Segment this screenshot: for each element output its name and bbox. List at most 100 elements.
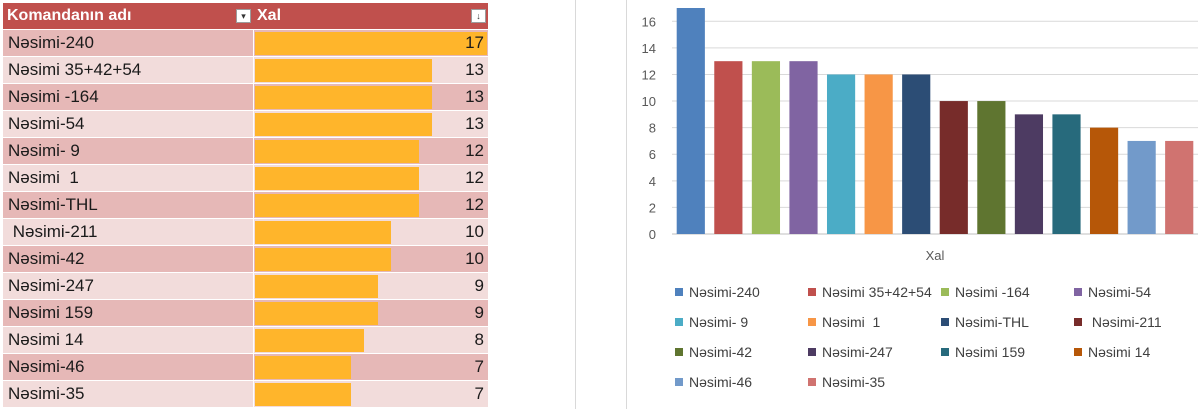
chart-bar [1052, 114, 1081, 234]
legend-label: Nəsimi 159 [955, 344, 1026, 360]
team-name-cell[interactable]: Nəsimi-54 [3, 111, 253, 137]
chart-bar [1165, 140, 1194, 234]
chart-bar [789, 61, 818, 235]
team-name-cell[interactable]: Nəsimi-247 [3, 273, 253, 299]
legend-swatch [808, 378, 816, 387]
data-bar [255, 275, 378, 298]
table-row: Nəsimi 1 12 [3, 164, 488, 191]
chart-bar [676, 8, 705, 234]
legend-item: Nəsimi-54 [1074, 283, 1151, 301]
team-name-cell[interactable]: Nəsimi 1 [3, 165, 253, 191]
score-cell[interactable]: 13 [254, 111, 488, 137]
legend-item: Nəsimi-211 [1074, 313, 1162, 331]
score-value: 8 [474, 330, 484, 349]
score-cell[interactable]: 10 [254, 219, 488, 245]
data-bar [255, 356, 351, 379]
chart-bar [1014, 114, 1044, 234]
legend-item: Nəsimi-46 [675, 373, 752, 391]
legend-item: Nəsimi-42 [675, 343, 752, 361]
legend-label: Nəsimi-46 [689, 374, 753, 390]
data-bar [255, 194, 419, 217]
team-name-cell[interactable]: Nəsimi 14 [3, 327, 253, 353]
score-cell[interactable]: 12 [254, 138, 488, 164]
table-row: Nəsimi-247 9 [3, 272, 488, 299]
sort-descending-icon[interactable]: ↓ [471, 9, 486, 23]
legend-item: Nəsimi -164 [941, 283, 1030, 301]
score-cell[interactable]: 7 [254, 381, 488, 407]
y-tick-label: 6 [649, 147, 656, 162]
legend-item: Nəsimi-247 [808, 343, 893, 361]
score-cell[interactable]: 7 [254, 354, 488, 380]
chart-bar [902, 74, 931, 235]
column-gridline [575, 0, 576, 409]
team-name-cell[interactable]: Nəsimi-46 [3, 354, 253, 380]
team-name-cell[interactable]: Nəsimi 159 [3, 300, 253, 326]
chart-bar [939, 101, 968, 234]
score-value: 12 [465, 141, 484, 160]
chart-bar [1089, 127, 1119, 234]
score-cell[interactable]: 8 [254, 327, 488, 353]
score-value: 7 [474, 357, 484, 376]
y-tick-label: 0 [649, 227, 656, 242]
team-name-cell[interactable]: Nəsimi-240 [3, 30, 253, 56]
score-value: 12 [465, 195, 484, 214]
data-bar [255, 383, 351, 406]
x-axis-label: Xal [926, 248, 945, 263]
data-bar [255, 113, 432, 136]
table-row: Nəsimi-THL 12 [3, 191, 488, 218]
legend-label: Nəsimi-247 [822, 344, 893, 360]
team-name-cell[interactable]: Nəsimi- 9 [3, 138, 253, 164]
legend-swatch [1074, 288, 1082, 297]
legend-label: Nəsimi 1 [822, 314, 881, 330]
legend-label: Nəsimi- 9 [689, 314, 749, 330]
legend-item: Nəsimi 1 [808, 313, 880, 331]
table-body: Nəsimi-240 17 Nəsimi 35+42+54 13 Nəsimi -164… [3, 29, 488, 407]
table-row: Nəsimi-211 10 [3, 218, 488, 245]
score-value: 9 [474, 276, 484, 295]
legend-swatch [675, 378, 683, 387]
table-row: Nəsimi 35+42+54 13 [3, 56, 488, 83]
score-value: 13 [465, 87, 484, 106]
header-score[interactable]: Xal [257, 7, 282, 24]
score-value: 12 [465, 168, 484, 187]
team-name-cell[interactable]: Nəsimi-211 [3, 219, 253, 245]
team-name-cell[interactable]: Nəsimi-THL [3, 192, 253, 218]
score-cell[interactable]: 13 [254, 57, 488, 83]
score-table: Komandanın adı ▾ Xal ↓ Nəsimi-240 17 Nəsim… [3, 3, 488, 407]
header-team-name[interactable]: Komandanın adı [7, 7, 132, 24]
team-name-cell[interactable]: Nəsimi 35+42+54 [3, 57, 253, 83]
legend-item: Nəsimi-35 [808, 373, 885, 391]
legend-label: Nəsimi-54 [1088, 284, 1152, 300]
data-bar [255, 167, 419, 190]
team-name-cell[interactable]: Nəsimi-35 [3, 381, 253, 407]
score-cell[interactable]: 13 [254, 84, 488, 110]
legend-swatch [941, 318, 949, 327]
table-row: Nəsimi-240 17 [3, 29, 488, 56]
score-cell[interactable]: 9 [254, 300, 488, 326]
score-value: 10 [465, 222, 484, 241]
table-row: Nəsimi-46 7 [3, 353, 488, 380]
legend-swatch [941, 288, 949, 297]
legend-swatch [675, 348, 683, 357]
team-name-cell[interactable]: Nəsimi -164 [3, 84, 253, 110]
chart-bar [714, 61, 743, 235]
legend-item: Nəsimi-THL [941, 313, 1029, 331]
team-name-cell[interactable]: Nəsimi-42 [3, 246, 253, 272]
score-value: 9 [474, 303, 484, 322]
y-tick-label: 8 [649, 121, 656, 136]
y-tick-label: 2 [649, 200, 656, 215]
table-row: Nəsimi- 9 12 [3, 137, 488, 164]
score-cell[interactable]: 12 [254, 192, 488, 218]
score-cell[interactable]: 12 [254, 165, 488, 191]
legend-swatch [808, 318, 816, 327]
score-cell[interactable]: 9 [254, 273, 488, 299]
legend-label: Nəsimi -164 [955, 284, 1030, 300]
filter-dropdown-icon[interactable]: ▾ [236, 9, 251, 23]
score-cell[interactable]: 17 [254, 30, 488, 56]
legend-item: Nəsimi 35+42+54 [808, 283, 932, 301]
score-cell[interactable]: 10 [254, 246, 488, 272]
legend-item: Nəsimi- 9 [675, 313, 748, 331]
score-value: 17 [465, 33, 484, 52]
table-header: Komandanın adı ▾ Xal ↓ [3, 3, 488, 29]
